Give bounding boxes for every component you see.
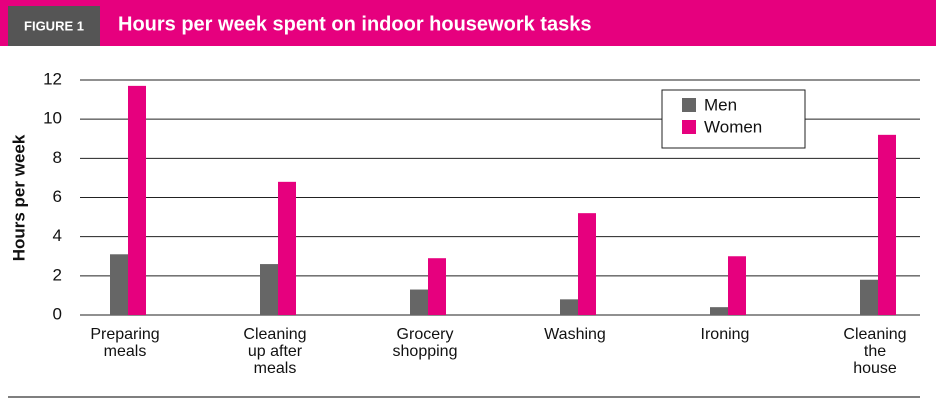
x-tick-label: Preparing meals	[90, 326, 159, 360]
x-tick-label: Cleaning up after meals	[243, 326, 306, 377]
y-tick-label: 6	[53, 187, 62, 206]
bar	[128, 85, 146, 315]
legend-swatch	[682, 120, 696, 134]
y-tick-label: 0	[53, 304, 62, 323]
bar	[110, 254, 128, 315]
bar	[878, 134, 896, 315]
y-tick-label: 2	[53, 265, 62, 284]
title-bar	[0, 0, 936, 46]
legend-label: Men	[704, 95, 737, 114]
bar	[728, 256, 746, 315]
x-tick-label: Grocery shopping	[393, 326, 458, 360]
bar	[278, 181, 296, 315]
bar	[578, 213, 596, 315]
bar	[260, 264, 278, 315]
bar	[410, 289, 428, 315]
bar	[860, 279, 878, 315]
chart-title: Hours per week spent on indoor housework…	[118, 13, 591, 35]
bar	[710, 307, 728, 315]
figure-label: FIGURE 1	[24, 18, 84, 33]
legend-swatch	[682, 98, 696, 112]
x-tick-label: Washing	[544, 326, 606, 343]
bar	[560, 299, 578, 315]
y-tick-label: 10	[43, 109, 62, 128]
y-tick-label: 4	[53, 226, 62, 245]
y-tick-label: 8	[53, 148, 62, 167]
y-tick-label: 12	[43, 69, 62, 88]
bar	[428, 258, 446, 315]
legend-label: Women	[704, 117, 762, 136]
x-tick-label: Ironing	[701, 326, 750, 343]
y-axis-label: Hours per week	[9, 134, 28, 261]
legend-box	[661, 89, 806, 149]
x-tick-label: Cleaning the house	[843, 326, 906, 377]
figure-label-box	[8, 6, 100, 46]
